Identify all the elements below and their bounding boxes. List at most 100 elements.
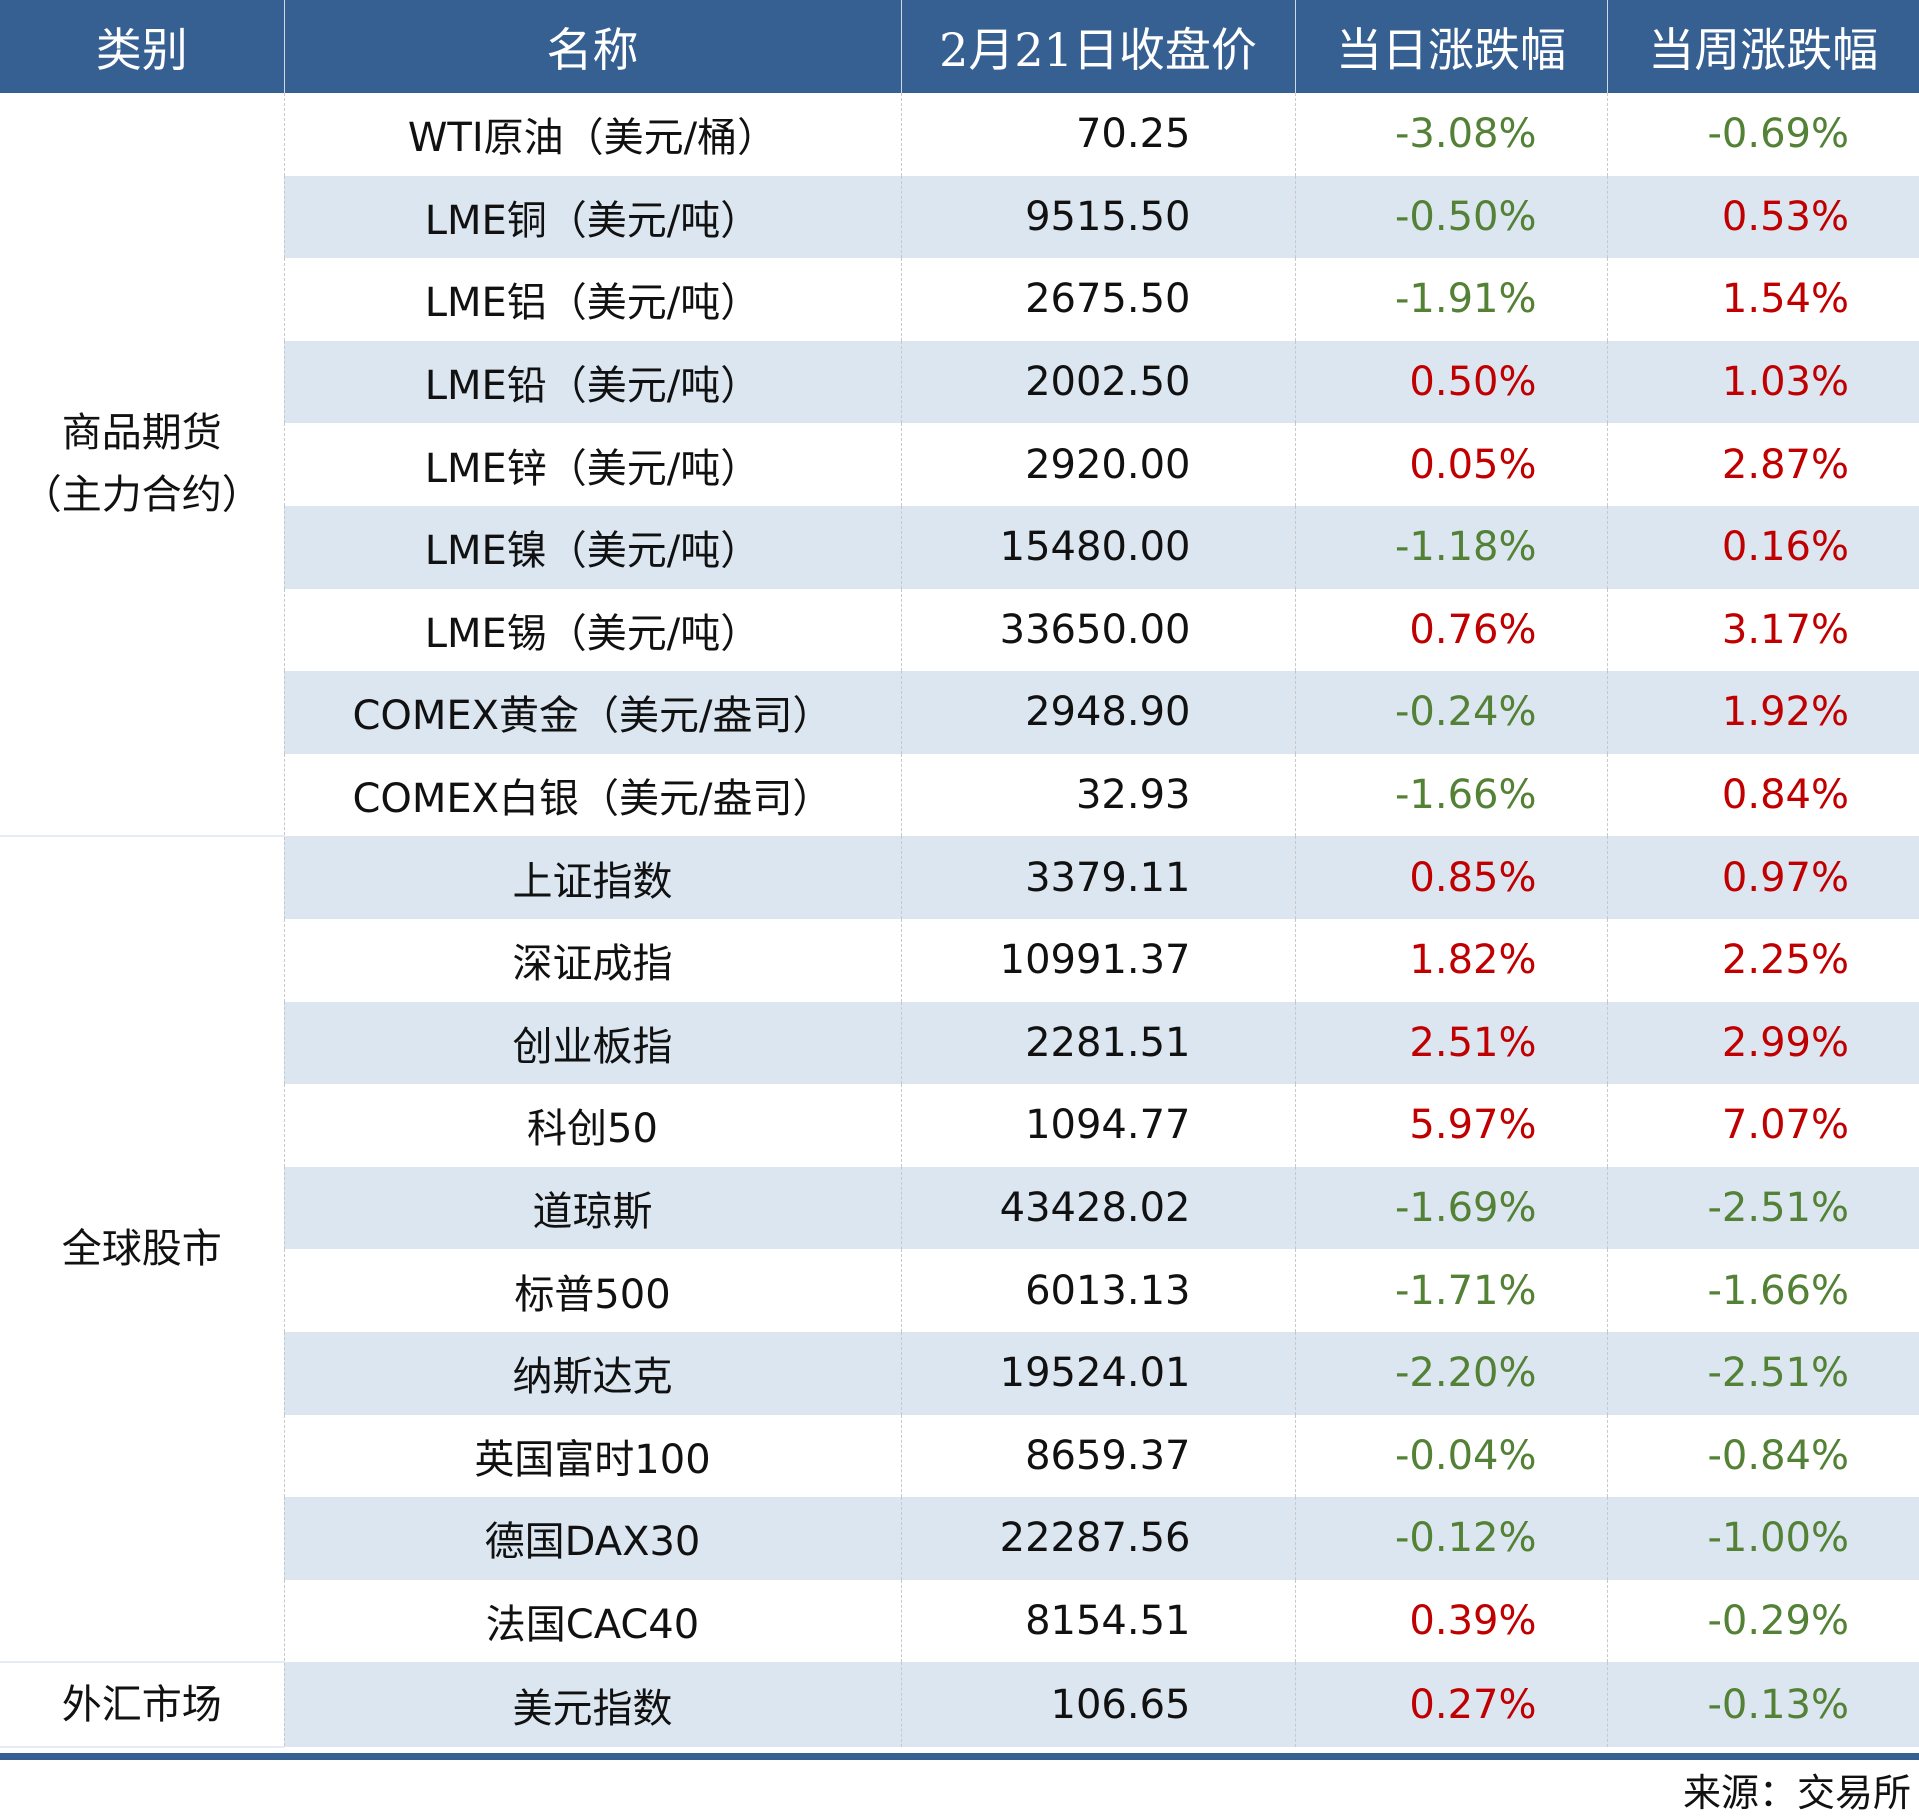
- name-cell: LME铜（美元/吨）: [283, 175, 901, 259]
- name-cell: LME锡（美元/吨）: [283, 588, 901, 672]
- header-row: 类别 名称 2月21日收盘价 当日涨跌幅 当周涨跌幅: [0, 0, 1919, 93]
- source-note: 来源：交易所: [1682, 1771, 1911, 1815]
- name-cell: 深证成指: [283, 918, 901, 1002]
- name-cell: COMEX白银（美元/盎司）: [283, 753, 901, 837]
- category-label: 外汇市场: [61, 1681, 222, 1728]
- daily-change-cell: 2.51%: [1294, 1001, 1607, 1085]
- table-row: 外汇市场 美元指数 106.65 0.27% -0.13%: [0, 1662, 1919, 1748]
- table-row: LME铜（美元/吨） 9515.50 -0.50% 0.53%: [0, 175, 1919, 259]
- table-row: 创业板指 2281.51 2.51% 2.99%: [0, 1001, 1919, 1085]
- table-row: 道琼斯 43428.02 -1.69% -2.51%: [0, 1166, 1919, 1250]
- table-row: COMEX白银（美元/盎司） 32.93 -1.66% 0.84%: [0, 753, 1919, 837]
- close-price-cell: 22287.56: [900, 1497, 1295, 1580]
- weekly-change-cell: 3.17%: [1606, 588, 1919, 672]
- category-label: 全球股市: [61, 1226, 222, 1273]
- table-row: LME铝（美元/吨） 2675.50 -1.91% 1.54%: [0, 258, 1919, 341]
- daily-change-cell: 0.27%: [1294, 1662, 1607, 1747]
- weekly-change-cell: 0.16%: [1606, 505, 1919, 589]
- name-cell: WTI原油（美元/桶）: [283, 93, 901, 176]
- daily-change-cell: -0.12%: [1294, 1497, 1607, 1580]
- close-price-cell: 6013.13: [900, 1249, 1295, 1332]
- category-label: （主力合约）: [21, 472, 262, 519]
- table-row: 英国富时100 8659.37 -0.04% -0.84%: [0, 1414, 1919, 1498]
- name-cell: 科创50: [283, 1084, 901, 1167]
- name-cell: 创业板指: [283, 1001, 901, 1085]
- daily-change-cell: -0.50%: [1294, 175, 1607, 259]
- table-row: LME铅（美元/吨） 2002.50 0.50% 1.03%: [0, 340, 1919, 424]
- close-price-cell: 1094.77: [900, 1084, 1295, 1167]
- daily-change-cell: -3.08%: [1294, 93, 1607, 176]
- daily-change-cell: -1.91%: [1294, 258, 1607, 341]
- name-cell: LME锌（美元/吨）: [283, 423, 901, 506]
- weekly-change-cell: -0.13%: [1606, 1662, 1919, 1747]
- daily-change-cell: 0.50%: [1294, 340, 1607, 424]
- table-row: 深证成指 10991.37 1.82% 2.25%: [0, 918, 1919, 1002]
- daily-change-cell: -1.66%: [1294, 753, 1607, 837]
- weekly-change-cell: -1.66%: [1606, 1249, 1919, 1332]
- table-row: LME锡（美元/吨） 33650.00 0.76% 3.17%: [0, 588, 1919, 672]
- name-cell: 上证指数: [283, 836, 901, 919]
- close-price-cell: 106.65: [900, 1662, 1295, 1747]
- name-cell: LME铅（美元/吨）: [283, 340, 901, 424]
- name-cell: 标普500: [283, 1249, 901, 1332]
- table-row: 德国DAX30 22287.56 -0.12% -1.00%: [0, 1497, 1919, 1580]
- daily-change-cell: 0.05%: [1294, 423, 1607, 506]
- name-cell: 道琼斯: [283, 1166, 901, 1250]
- close-price-cell: 70.25: [900, 93, 1295, 176]
- weekly-change-cell: 2.99%: [1606, 1001, 1919, 1085]
- category-cell: 商品期货 （主力合约）: [0, 93, 284, 838]
- daily-change-cell: 1.82%: [1294, 918, 1607, 1002]
- table-row: 商品期货 （主力合约） WTI原油（美元/桶） 70.25 -3.08% -0.69%: [0, 93, 1919, 838]
- daily-change-cell: -0.24%: [1294, 671, 1607, 754]
- name-cell: 英国富时100: [283, 1414, 901, 1498]
- weekly-change-cell: -1.00%: [1606, 1497, 1919, 1580]
- weekly-change-cell: 7.07%: [1606, 1084, 1919, 1167]
- daily-change-cell: 5.97%: [1294, 1084, 1607, 1167]
- daily-change-cell: -1.69%: [1294, 1166, 1607, 1250]
- weekly-change-cell: 0.84%: [1606, 753, 1919, 837]
- close-price-cell: 15480.00: [900, 505, 1295, 589]
- close-price-cell: 32.93: [900, 753, 1295, 837]
- category-cell: 全球股市: [0, 836, 284, 1664]
- table-row: 标普500 6013.13 -1.71% -1.66%: [0, 1249, 1919, 1332]
- header-weekly-change: 当周涨跌幅: [1606, 0, 1919, 93]
- market-table: 类别 名称 2月21日收盘价 当日涨跌幅 当周涨跌幅 商品期货 （主力合约） WTI…: [0, 0, 1919, 1748]
- header-category: 类别: [0, 0, 284, 93]
- weekly-change-cell: 1.03%: [1606, 340, 1919, 424]
- weekly-change-cell: -2.51%: [1606, 1166, 1919, 1250]
- daily-change-cell: -1.18%: [1294, 505, 1607, 589]
- name-cell: COMEX黄金（美元/盎司）: [283, 671, 901, 754]
- weekly-change-cell: 0.97%: [1606, 836, 1919, 919]
- daily-change-cell: -1.71%: [1294, 1249, 1607, 1332]
- table-row: COMEX黄金（美元/盎司） 2948.90 -0.24% 1.92%: [0, 671, 1919, 754]
- weekly-change-cell: -0.84%: [1606, 1414, 1919, 1498]
- close-price-cell: 19524.01: [900, 1331, 1295, 1415]
- daily-change-cell: -2.20%: [1294, 1331, 1607, 1415]
- weekly-change-cell: 2.87%: [1606, 423, 1919, 506]
- close-price-cell: 43428.02: [900, 1166, 1295, 1250]
- name-cell: 美元指数: [283, 1662, 901, 1747]
- weekly-change-cell: -2.51%: [1606, 1331, 1919, 1415]
- daily-change-cell: 0.85%: [1294, 836, 1607, 919]
- header-name: 名称: [283, 0, 901, 93]
- name-cell: LME铝（美元/吨）: [283, 258, 901, 341]
- bottom-divider: [0, 1753, 1919, 1760]
- close-price-cell: 10991.37: [900, 918, 1295, 1002]
- weekly-change-cell: -0.29%: [1606, 1579, 1919, 1663]
- name-cell: 法国CAC40: [283, 1579, 901, 1663]
- close-price-cell: 2948.90: [900, 671, 1295, 754]
- name-cell: LME镍（美元/吨）: [283, 505, 901, 589]
- weekly-change-cell: 1.92%: [1606, 671, 1919, 754]
- close-price-cell: 33650.00: [900, 588, 1295, 672]
- table-row: 科创50 1094.77 5.97% 7.07%: [0, 1084, 1919, 1167]
- name-cell: 德国DAX30: [283, 1497, 901, 1580]
- weekly-change-cell: 0.53%: [1606, 175, 1919, 259]
- name-cell: 纳斯达克: [283, 1331, 901, 1415]
- table-row: LME镍（美元/吨） 15480.00 -1.18% 0.16%: [0, 505, 1919, 589]
- close-price-cell: 3379.11: [900, 836, 1295, 919]
- table-row: 纳斯达克 19524.01 -2.20% -2.51%: [0, 1331, 1919, 1415]
- close-price-cell: 8659.37: [900, 1414, 1295, 1498]
- weekly-change-cell: 1.54%: [1606, 258, 1919, 341]
- header-close-price: 2月21日收盘价: [900, 0, 1295, 93]
- daily-change-cell: -0.04%: [1294, 1414, 1607, 1498]
